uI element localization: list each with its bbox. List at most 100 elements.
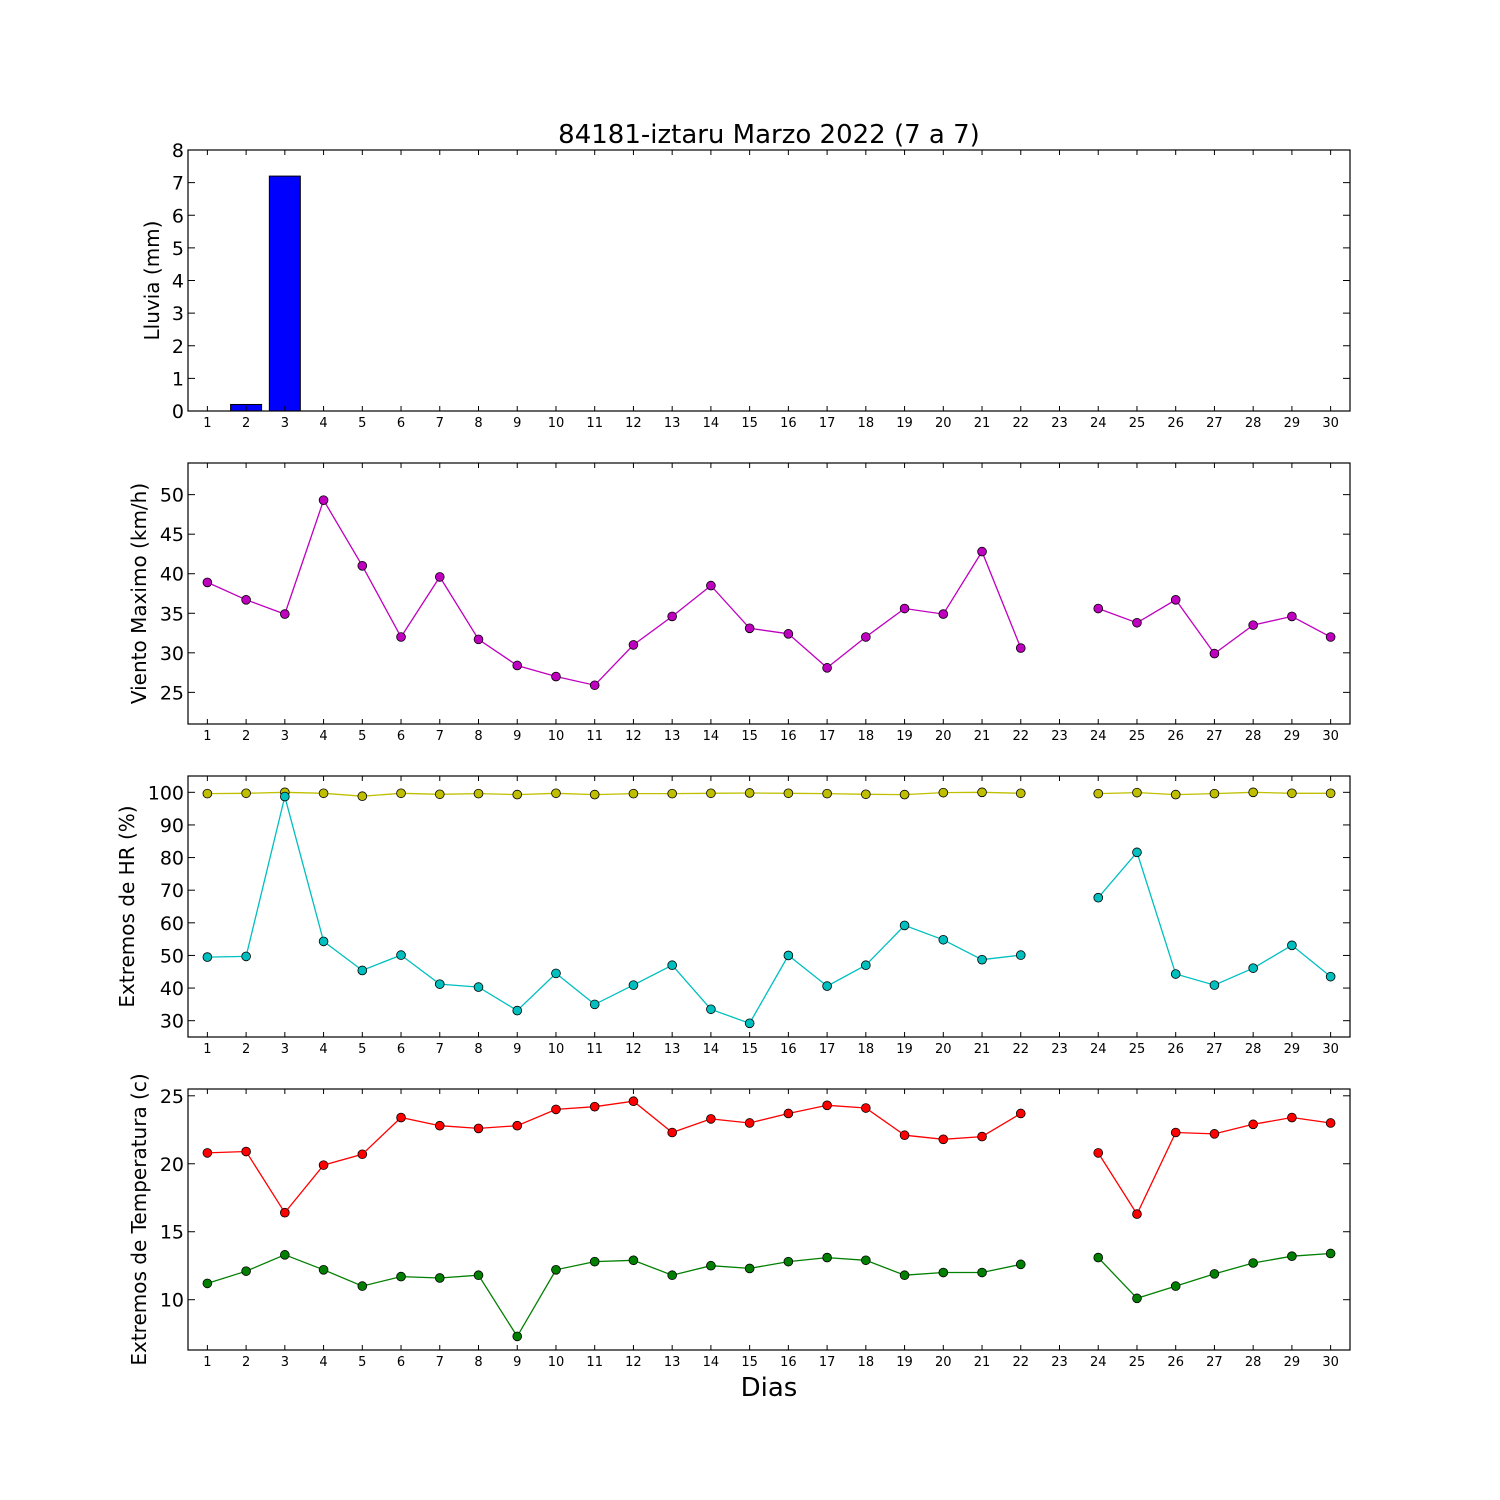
- plot-frame: [187, 775, 1351, 1038]
- y-tick-label: 10: [160, 1290, 184, 1312]
- series-0-point-day-8: [473, 788, 484, 799]
- series-1-point-day-24: [1093, 1252, 1104, 1263]
- y-tick-label: 25: [160, 1086, 184, 1108]
- series-0-point-day-22: [1015, 643, 1026, 653]
- series-0-point-day-24: [1093, 788, 1104, 799]
- series-0-point-day-7: [434, 572, 445, 582]
- temperature-extremes-panel: 1 2 3 4 5 6 7 8 9 10 11 12 13 14 15 16 17 18 19 20 21 22 23 24 2…: [127, 1073, 1351, 1370]
- series-1-point-day-10: [551, 1264, 561, 1275]
- x-tick-label: 17: [819, 1042, 836, 1057]
- x-tick-label: 9: [513, 1355, 521, 1370]
- x-tick-label: 17: [819, 729, 836, 744]
- series-0-point-day-4: [318, 495, 329, 505]
- x-tick-label: 22: [1012, 729, 1029, 744]
- chart-title: 84181-iztaru Marzo 2022 (7 a 7): [558, 120, 980, 150]
- series-1-point-day-2: [241, 1266, 251, 1276]
- x-tick-label: 3: [281, 729, 289, 744]
- series-0-line-segment-0: [207, 791, 1021, 797]
- y-tick-label: 15: [160, 1222, 184, 1244]
- x-tick-label: 3: [281, 1355, 289, 1370]
- x-tick-label: 5: [358, 1355, 366, 1370]
- series-0-point-day-18: [861, 632, 871, 642]
- series-0-point-day-9: [512, 660, 523, 671]
- series-0-point-day-1: [202, 1148, 213, 1158]
- x-tick-label: 15: [741, 729, 758, 744]
- x-tick-label: 8: [474, 1355, 482, 1370]
- y-axis-label: Lluvia (mm): [140, 221, 164, 341]
- series-0-point-day-11: [589, 1101, 600, 1112]
- x-tick-label: 12: [625, 729, 642, 744]
- series-1-point-day-5: [357, 1281, 368, 1291]
- x-tick-label: 27: [1206, 1042, 1223, 1057]
- x-tick-label: 25: [1129, 729, 1146, 744]
- series-0-point-day-25: [1132, 617, 1142, 628]
- series-0-point-day-25: [1132, 787, 1142, 798]
- x-tick-label: 10: [548, 416, 565, 431]
- series-1-point-day-1: [202, 1278, 213, 1289]
- x-tick-label: 1: [203, 1355, 211, 1370]
- series-0-point-day-13: [667, 1127, 677, 1138]
- x-tick-label: 20: [935, 416, 952, 431]
- series-0-point-day-21: [977, 546, 987, 557]
- series-0-point-day-27: [1209, 1129, 1220, 1139]
- x-tick-label: 10: [548, 1042, 565, 1057]
- y-tick-label: 20: [160, 1154, 184, 1176]
- x-tick-label: 21: [974, 416, 991, 431]
- series-1-point-day-19: [899, 920, 910, 931]
- series-1-point-day-22: [1015, 950, 1026, 960]
- series-0-point-day-11: [589, 680, 600, 691]
- series-1-line-segment-0: [207, 796, 1021, 1025]
- y-tick-label: 1: [172, 368, 184, 390]
- series-0-point-day-26: [1170, 595, 1181, 605]
- series-0-point-day-2: [241, 595, 251, 605]
- series-0-point-day-21: [977, 1131, 987, 1142]
- series-0-point-day-6: [396, 1112, 406, 1123]
- x-tick-label: 16: [780, 1042, 797, 1057]
- series-1-point-day-16: [783, 950, 794, 961]
- x-tick-label: 14: [703, 416, 720, 431]
- series-1-point-day-3: [280, 791, 290, 802]
- x-tick-label: 28: [1245, 416, 1262, 431]
- x-tick-label: 22: [1012, 416, 1029, 431]
- series-0-point-day-16: [783, 788, 794, 799]
- series-1-point-day-7: [434, 979, 445, 989]
- x-tick-label: 16: [780, 729, 797, 744]
- series-1-point-day-30: [1325, 1248, 1336, 1259]
- series-0-point-day-5: [357, 791, 368, 802]
- series-0-point-day-14: [706, 580, 716, 591]
- series-0-point-day-14: [706, 788, 716, 799]
- series-0-point-day-15: [744, 1118, 755, 1128]
- series-1-point-day-13: [667, 960, 677, 971]
- series-0-point-day-24: [1093, 1148, 1104, 1158]
- series-0-point-day-28: [1248, 787, 1258, 798]
- x-tick-label: 19: [896, 729, 913, 744]
- x-tick-label: 4: [319, 416, 327, 431]
- x-tick-label: 5: [358, 416, 366, 431]
- x-tick-label: 25: [1129, 1042, 1146, 1057]
- series-1-point-day-9: [512, 1331, 523, 1342]
- series-1-line-segment-0: [207, 1254, 1021, 1338]
- x-tick-label: 16: [780, 416, 797, 431]
- x-tick-label: 23: [1051, 1355, 1068, 1370]
- x-tick-label: 29: [1284, 1355, 1301, 1370]
- x-tick-label: 1: [203, 416, 211, 431]
- x-tick-label: 17: [819, 1355, 836, 1370]
- x-tick-label: 23: [1051, 416, 1068, 431]
- x-tick-label: 22: [1012, 1355, 1029, 1370]
- series-1-point-day-11: [589, 999, 600, 1010]
- series-0-point-day-21: [977, 787, 987, 798]
- x-tick-label: 12: [625, 1355, 642, 1370]
- series-0-point-day-26: [1170, 789, 1181, 800]
- series-0-point-day-7: [434, 1120, 445, 1131]
- series-1-point-day-28: [1248, 963, 1258, 973]
- x-tick-label: 9: [513, 729, 521, 744]
- y-tick-label: 100: [148, 782, 184, 804]
- series-1-point-day-28: [1248, 1258, 1258, 1268]
- x-tick-label: 23: [1051, 729, 1068, 744]
- series-1-point-day-12: [628, 1255, 639, 1266]
- x-tick-label: 1: [203, 729, 211, 744]
- y-axis-label: Extremos de Temperatura (c): [127, 1073, 151, 1365]
- x-tick-label: 11: [586, 1042, 603, 1057]
- plot-frame: [187, 1088, 1351, 1351]
- x-tick-label: 21: [974, 1042, 991, 1057]
